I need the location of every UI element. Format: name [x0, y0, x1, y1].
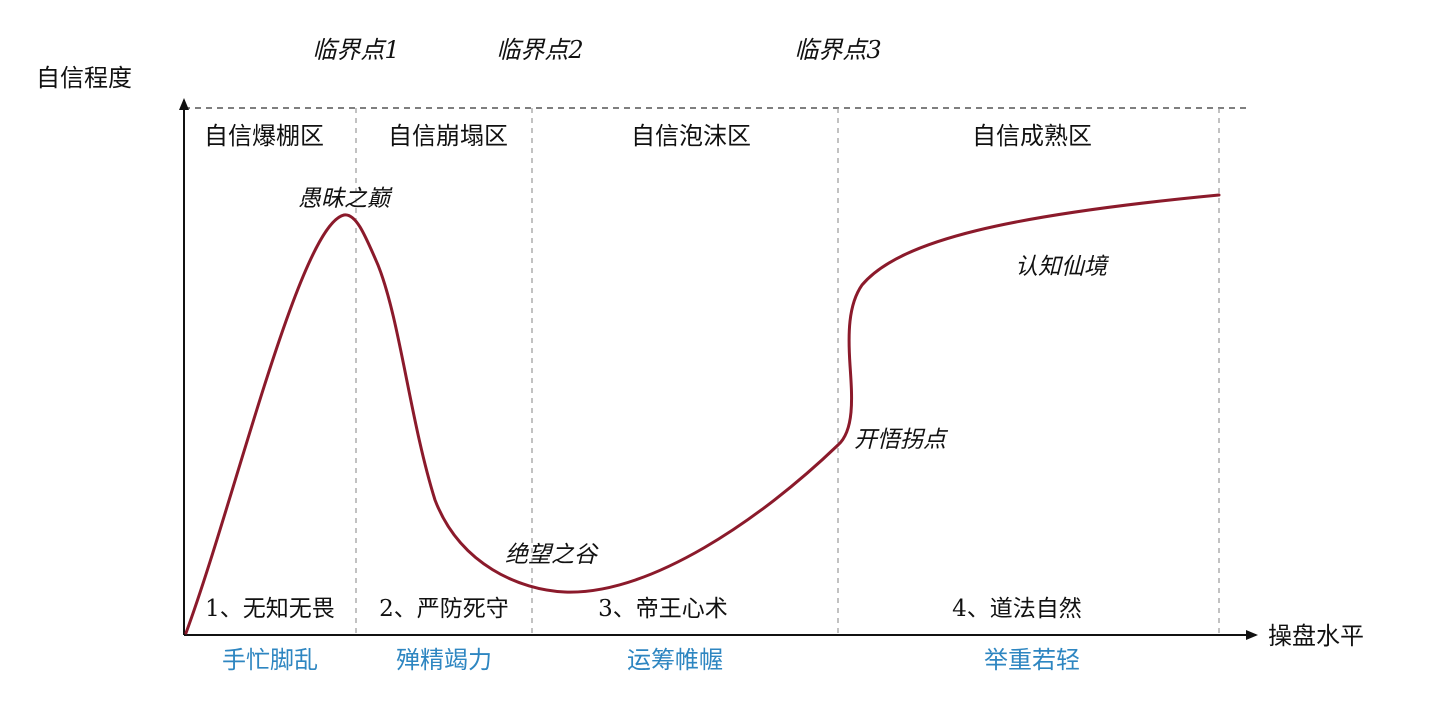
zone-4-action: 举重若轻 [984, 646, 1080, 674]
critical-point-3-label: 临界点3 [794, 36, 881, 64]
zone-3-stage: 3、帝王心术 [598, 596, 728, 622]
peak-label: 愚昧之巅 [298, 186, 393, 212]
critical-point-2-label: 临界点2 [496, 36, 583, 64]
x-axis-label: 操盘水平 [1268, 622, 1364, 650]
critical-point-1-label: 临界点1 [312, 36, 399, 64]
y-axis-label: 自信程度 [36, 64, 132, 92]
zone-1-action: 手忙脚乱 [222, 646, 318, 674]
zone-4-stage: 4、道法自然 [952, 596, 1082, 622]
valley-label: 绝望之谷 [505, 542, 599, 568]
turning-point-label: 开悟拐点 [854, 427, 949, 453]
zone-3-action: 运筹帷幄 [627, 646, 723, 674]
zone-3-title: 自信泡沫区 [631, 122, 751, 150]
zone-2-stage: 2、严防死守 [379, 596, 509, 622]
zone-2-title: 自信崩塌区 [388, 122, 508, 150]
zone-4-title: 自信成熟区 [972, 122, 1092, 150]
plateau-label: 认知仙境 [1015, 254, 1110, 280]
zone-1-stage: 1、无知无畏 [205, 596, 335, 622]
zone-1-title: 自信爆棚区 [204, 122, 324, 150]
confidence-curve [184, 193, 1221, 635]
zone-2-action: 殚精竭力 [396, 646, 492, 674]
